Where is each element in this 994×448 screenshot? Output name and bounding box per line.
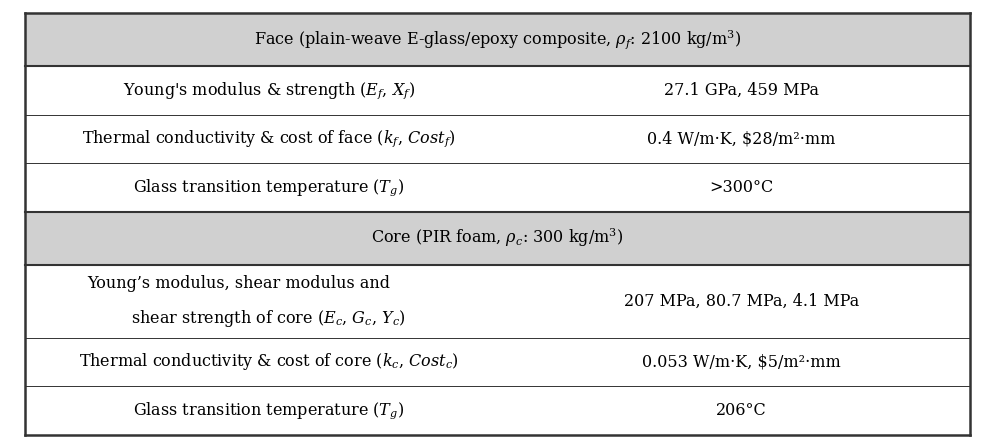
Text: 0.4 W/m·K, $28/m²·mm: 0.4 W/m·K, $28/m²·mm	[646, 130, 835, 147]
Text: Thermal conductivity & cost of core ($k_c$, $Cost_c$): Thermal conductivity & cost of core ($k_…	[79, 351, 458, 372]
Text: 207 MPa, 80.7 MPa, 4.1 MPa: 207 MPa, 80.7 MPa, 4.1 MPa	[623, 293, 858, 310]
Bar	[25, 13, 969, 66]
Text: 206°C: 206°C	[715, 402, 766, 419]
Text: Glass transition temperature ($T_g$): Glass transition temperature ($T_g$)	[133, 400, 404, 421]
Text: shear strength of core ($E_c$, $G_c$, $Y_c$): shear strength of core ($E_c$, $G_c$, $Y…	[111, 307, 406, 328]
Text: 0.053 W/m·K, $5/m²·mm: 0.053 W/m·K, $5/m²·mm	[641, 353, 840, 370]
Text: 27.1 GPa, 459 MPa: 27.1 GPa, 459 MPa	[663, 82, 818, 99]
Text: Glass transition temperature ($T_g$): Glass transition temperature ($T_g$)	[133, 177, 404, 198]
Text: Face (plain-weave E-glass/epoxy composite, $\rho_f$: 2100 kg/m$^3$): Face (plain-weave E-glass/epoxy composit…	[253, 29, 741, 51]
Text: Young's modulus & strength ($E_f$, $X_f$): Young's modulus & strength ($E_f$, $X_f$…	[122, 80, 414, 101]
Text: Thermal conductivity & cost of face ($k_f$, $Cost_f$): Thermal conductivity & cost of face ($k_…	[82, 129, 455, 150]
Text: >300°C: >300°C	[709, 179, 772, 196]
Text: Young’s modulus, shear modulus and: Young’s modulus, shear modulus and	[87, 276, 390, 293]
Bar	[25, 212, 969, 264]
Text: Core (PIR foam, $\rho_c$: 300 kg/m$^3$): Core (PIR foam, $\rho_c$: 300 kg/m$^3$)	[371, 227, 623, 250]
